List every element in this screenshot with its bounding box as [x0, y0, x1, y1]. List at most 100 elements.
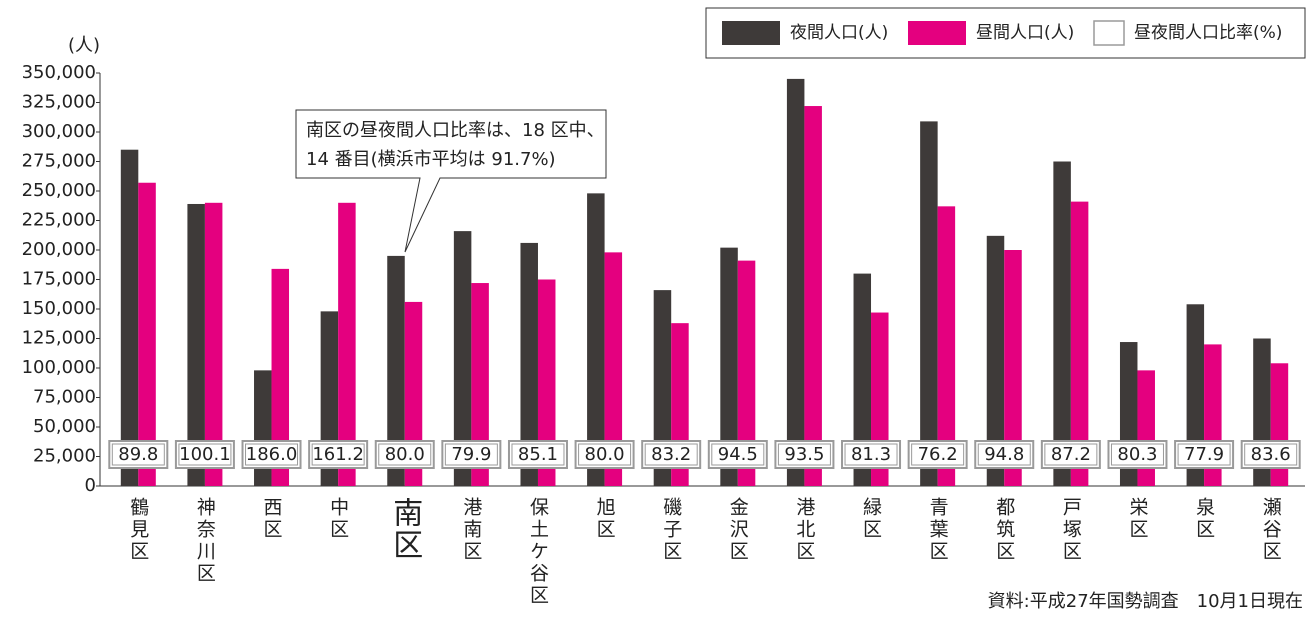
ratio-box-inner	[977, 443, 1031, 466]
ratio-box	[308, 440, 369, 469]
y-tick-label: 150,000	[22, 298, 96, 319]
legend-swatch	[722, 21, 780, 45]
ratio-box	[1174, 440, 1235, 469]
ratio-box-inner	[511, 443, 565, 466]
ratio-box	[841, 440, 902, 469]
ratio-box-inner	[311, 443, 365, 466]
annotation: 14 番目(横浜市平均は 91.7%)	[306, 149, 556, 170]
ratio-label: 79.9	[451, 444, 491, 465]
ratio-box	[1107, 440, 1168, 469]
ratio-box-inner	[578, 443, 632, 466]
y-tick-label: 100,000	[22, 357, 96, 378]
ratio-box	[174, 440, 235, 469]
y-tick-label: 0	[85, 475, 96, 496]
x-tick-label: 緑区	[860, 497, 882, 541]
callout	[295, 109, 607, 253]
x-tick-label: 旭区	[594, 497, 616, 541]
ratio-label: 93.5	[784, 444, 824, 465]
ratio-box	[907, 440, 968, 469]
bar	[587, 193, 605, 487]
legend-label: 昼夜間人口比率(%)	[1134, 23, 1282, 43]
ratio-label: 87.2	[1051, 444, 1091, 465]
x-tick-label: 神奈川区	[194, 497, 216, 585]
x-tick-label: 鶴見区	[127, 497, 149, 563]
x-tick-label: 青葉区	[927, 497, 949, 563]
y-tick-label: 75,000	[33, 387, 96, 408]
ratio-box	[241, 440, 302, 469]
ratio-label: 94.8	[984, 444, 1024, 465]
y-axis-label: (人)	[68, 35, 100, 56]
bar	[471, 283, 489, 486]
ratio-label: 186.0	[246, 444, 298, 465]
y-tick-label: 350,000	[22, 62, 96, 83]
ratio-label: 80.0	[585, 444, 625, 465]
bar	[1053, 161, 1071, 486]
ratio-box-inner	[844, 443, 898, 466]
bar	[453, 231, 472, 486]
y-tick-label: 50,000	[33, 416, 96, 437]
legend-box	[705, 7, 1306, 59]
x-tick-label: 金沢区	[727, 497, 749, 563]
x-tick-label: 磯子区	[660, 497, 682, 563]
legend-swatch	[908, 21, 966, 45]
bar	[853, 273, 872, 486]
legend-label: 昼間人口(人)	[976, 23, 1074, 43]
bar	[986, 235, 1005, 486]
x-tick-label: 港北区	[793, 497, 815, 563]
ratio-box-inner	[1177, 443, 1231, 466]
ratio-box	[374, 440, 435, 469]
ratio-label: 80.3	[1117, 444, 1157, 465]
x-tick-label: 都筑区	[993, 497, 1015, 563]
y-tick-label: 25,000	[33, 446, 96, 467]
ratio-box-inner	[777, 443, 831, 466]
ratio-box	[1040, 440, 1101, 469]
bar	[937, 206, 956, 486]
ratio-box-inner	[111, 443, 165, 466]
y-tick-label: 300,000	[22, 121, 96, 142]
x-tick-label: 保土ケ谷区	[527, 497, 549, 607]
source-note: 資料:平成27年国勢調査 10月1日現在	[988, 591, 1303, 612]
ratio-label: 89.8	[118, 444, 158, 465]
ratio-box-inner	[1044, 443, 1098, 466]
y-tick-label: 200,000	[22, 239, 96, 260]
x-tick-label: 泉区	[1193, 497, 1215, 541]
ratio-box	[774, 440, 835, 469]
bar	[1004, 250, 1022, 486]
bar	[204, 202, 223, 487]
bar	[520, 242, 538, 486]
ratio-box-inner	[178, 443, 232, 466]
bar	[804, 106, 822, 486]
bar	[720, 247, 738, 486]
ratio-box-inner	[378, 443, 432, 466]
bar	[404, 301, 423, 486]
x-tick-label: 栄区	[1126, 497, 1148, 541]
ratio-box-inner	[245, 443, 299, 466]
x-tick-label: 港南区	[460, 497, 482, 563]
ratio-label: 161.2	[312, 444, 364, 465]
ratio-label: 85.1	[518, 444, 558, 465]
y-tick-label: 125,000	[22, 328, 96, 349]
ratio-box-inner	[1110, 443, 1164, 466]
y-tick-label: 250,000	[22, 180, 96, 201]
ratio-box-inner	[711, 443, 765, 466]
bar	[786, 78, 805, 487]
ratio-box	[641, 440, 702, 469]
ratio-box	[441, 440, 502, 469]
ratio-box	[707, 440, 768, 469]
x-tick-label: 瀬谷区	[1260, 497, 1282, 563]
y-tick-label: 275,000	[22, 151, 96, 172]
bar	[187, 203, 205, 487]
bar	[920, 121, 938, 486]
ratio-label: 80.0	[385, 444, 425, 465]
legend-label: 夜間人口(人)	[790, 23, 888, 43]
ratio-box	[507, 440, 568, 469]
annotation: 南区の昼夜間人口比率は、18 区中、	[306, 120, 605, 141]
y-tick-label: 225,000	[22, 210, 96, 231]
bar	[604, 252, 623, 486]
ratio-box-inner	[644, 443, 698, 466]
y-tick-label: 175,000	[22, 269, 96, 290]
ratio-box	[1240, 440, 1301, 469]
ratio-box	[974, 440, 1035, 469]
bar	[120, 149, 139, 486]
